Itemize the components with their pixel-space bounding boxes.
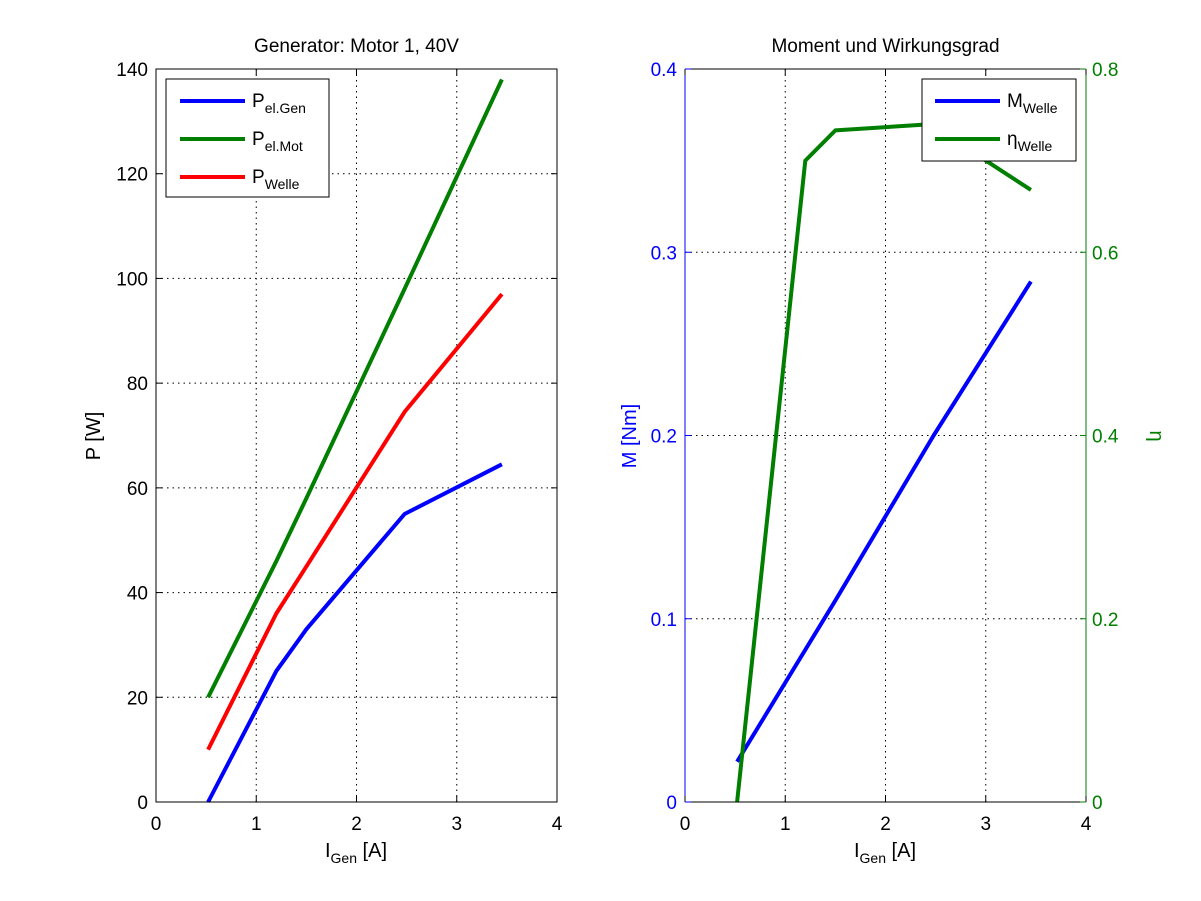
right-series-1-line: [735, 122, 1032, 803]
left-ytick-label: 120: [116, 165, 148, 186]
left-legend-label-0-main: P: [252, 91, 265, 112]
left-ytick-label: 60: [127, 479, 148, 500]
left-ytick-label: 0: [137, 793, 148, 814]
left-xlabel-unit: [A]: [357, 840, 387, 862]
left-series-2-line: [206, 292, 504, 751]
left-xtick-label: 4: [552, 814, 563, 835]
right-legend-label-0-main: M: [1007, 91, 1023, 112]
left-plot-series: [206, 78, 504, 803]
left-legend-label-1-sub: el.Mot: [265, 138, 303, 154]
right-legend-label-1: ηWelle: [1007, 129, 1053, 154]
right-ytick-label-right: 0.8: [1092, 60, 1118, 81]
left-series-1-line: [206, 78, 504, 699]
left-ytick-label: 80: [127, 374, 148, 395]
right-plot-ylabel-left: M [Nm]: [619, 404, 641, 468]
left-xtick-label: 0: [151, 814, 162, 835]
right-xlabel-unit: [A]: [886, 840, 916, 862]
right-plot-legend: MWelle ηWelle: [921, 78, 1077, 162]
right-plot-title: Moment und Wirkungsgrad: [771, 36, 999, 57]
left-ytick-label: 40: [127, 584, 148, 605]
right-ytick-label: 0.4: [651, 60, 678, 81]
right-series-0-line: [735, 280, 1033, 763]
right-ytick-label: 0.1: [651, 610, 677, 631]
right-plot-series: [735, 122, 1033, 803]
right-plot-ylabel-right: η: [1145, 430, 1167, 441]
right-xtick-label: 1: [780, 814, 791, 835]
right-ytick-label-right: 0.2: [1092, 610, 1118, 631]
left-xlabel-main: I: [325, 840, 331, 862]
left-ytick-label: 20: [127, 688, 148, 709]
right-xlabel-sub: Gen: [860, 850, 886, 866]
right-legend-label-0-sub: Welle: [1023, 100, 1058, 116]
right-legend-box: [921, 78, 1077, 162]
left-series-0-line: [206, 462, 503, 803]
left-xtick-label: 1: [251, 814, 262, 835]
left-xtick-label: 2: [351, 814, 362, 835]
left-legend-label-0-sub: el.Gen: [265, 100, 306, 116]
left-ytick-label: 100: [116, 269, 148, 290]
right-xtick-label: 4: [1081, 814, 1092, 835]
right-ytick-label-right: 0.4: [1092, 427, 1119, 448]
left-plot-title: Generator: Motor 1, 40V: [254, 36, 459, 57]
left-legend-label-1: Pel.Mot: [252, 129, 303, 154]
left-xlabel-sub: Gen: [331, 850, 357, 866]
right-ytick-label-right: 0.6: [1092, 243, 1118, 264]
left-plot-xlabel: IGen [A]: [325, 840, 387, 866]
right-ytick-label: 0: [666, 793, 677, 814]
left-plot: Generator: Motor 1, 40V 0 1 2 3 402040608010…: [83, 36, 563, 866]
right-plot: Moment und Wirkungsgrad 0 1 2 3 400.10.20.30…: [619, 36, 1167, 866]
right-legend-label-1-main: η: [1007, 129, 1018, 150]
right-ytick-label: 0.3: [651, 243, 677, 264]
right-ytick-label-right: 0: [1092, 793, 1103, 814]
left-xtick-label: 3: [451, 814, 462, 835]
left-legend-label-2: PWelle: [252, 167, 300, 192]
right-xlabel-main: I: [854, 840, 860, 862]
right-ytick-label: 0.2: [651, 427, 677, 448]
left-plot-ylabel: P [W]: [83, 412, 105, 461]
right-xtick-label: 3: [980, 814, 991, 835]
left-ytick-label: 140: [116, 60, 148, 81]
right-xtick-label: 0: [680, 814, 691, 835]
right-xtick-label: 2: [880, 814, 891, 835]
right-legend-label-1-sub: Welle: [1018, 138, 1053, 154]
left-plot-legend: Pel.Gen Pel.Mot PWelle: [165, 78, 330, 198]
left-legend-label-2-sub: Welle: [265, 176, 300, 192]
right-plot-ticks: 0 1 2 3 400.10.20.30.400.20.40.60.8: [651, 60, 1119, 835]
left-legend-label-1-main: P: [252, 129, 265, 150]
right-legend-label-0: MWelle: [1007, 91, 1058, 116]
left-legend-label-2-main: P: [252, 167, 265, 188]
right-plot-xlabel: IGen [A]: [854, 840, 916, 866]
left-legend-label-0: Pel.Gen: [252, 91, 306, 116]
